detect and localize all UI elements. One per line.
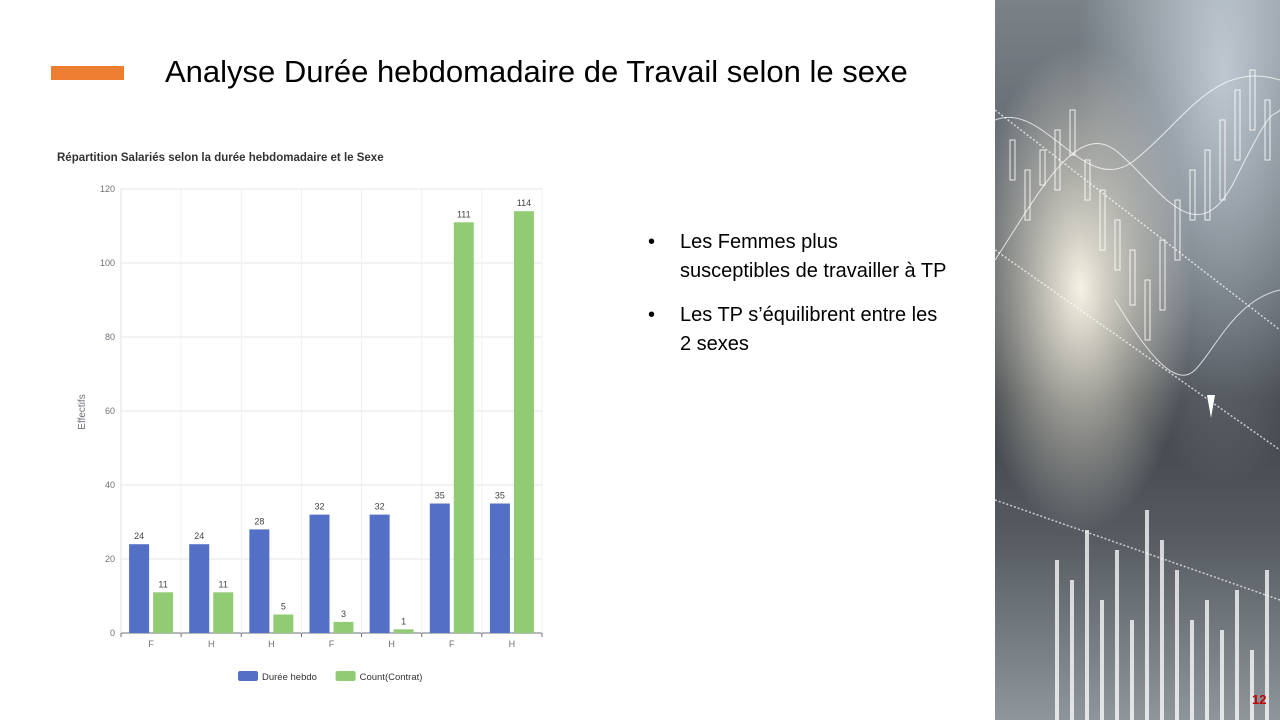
arrow-marker-icon (1207, 395, 1215, 418)
data-label: 24 (194, 531, 204, 541)
y-tick-label: 120 (100, 184, 115, 194)
legend-label: Count(Contrat) (360, 672, 423, 683)
chart-legend: Durée hebdo Count(Contrat) (238, 671, 422, 683)
y-tick-label: 100 (100, 258, 115, 268)
y-tick-label: 0 (110, 628, 115, 638)
data-label: 111 (457, 209, 471, 219)
data-label: 11 (158, 579, 167, 589)
stock-chart-photo (995, 0, 1280, 720)
bar-duree-hebdo (249, 529, 270, 633)
y-tick-label: 80 (105, 332, 115, 342)
bar-duree-hebdo (489, 503, 510, 633)
y-tick-label: 20 (105, 554, 115, 564)
bar-count-contrat (513, 211, 534, 633)
y-axis-label: Effectifs (77, 394, 88, 429)
title-accent-bar (51, 66, 124, 80)
bullet-item: • Les Femmes plus susceptibles de travai… (648, 228, 968, 286)
x-tick-label: H (268, 639, 275, 649)
bar-duree-hebdo (189, 544, 210, 633)
bar-count-contrat (153, 592, 174, 633)
data-label: 1 (401, 616, 406, 626)
bullet-text: Les Femmes plus susceptibles de travaill… (680, 231, 947, 282)
bar-duree-hebdo (309, 514, 330, 633)
chart-bars (129, 211, 534, 634)
data-label: 24 (134, 531, 144, 541)
legend-label: Durée hebdo (262, 672, 317, 683)
chart-grid (120, 188, 543, 637)
legend-swatch (238, 671, 258, 681)
x-tick-label: F (148, 639, 154, 649)
bar-duree-hebdo (129, 544, 150, 633)
slide-title: Analyse Durée hebdomadaire de Travail se… (165, 54, 908, 89)
candlestick-overlay (995, 69, 1280, 720)
data-label: 28 (254, 516, 264, 526)
bar-chart: 0 20 40 60 80 100 120 24 11 F 24 11 H 28 5 H 32 3 F 32 1 H 35 1… (77, 184, 543, 683)
x-tick-label: F (329, 639, 335, 649)
bullet-list: • Les Femmes plus susceptibles de travai… (648, 228, 968, 374)
chart-title: Répartition Salariés selon la durée hebd… (57, 152, 384, 164)
data-label: 35 (495, 491, 505, 501)
bar-count-contrat (393, 629, 414, 633)
x-tick-label: H (208, 639, 215, 649)
y-tick-label: 40 (105, 480, 115, 490)
page-number: 12 (1252, 692, 1267, 707)
bar-count-contrat (273, 614, 294, 633)
data-label: 35 (435, 491, 445, 501)
data-label: 32 (375, 502, 385, 512)
x-tick-label: H (509, 639, 516, 649)
bullet-dot: • (648, 304, 656, 326)
bar-duree-hebdo (369, 514, 390, 633)
chart-labels: 0 20 40 60 80 100 120 24 11 F 24 11 H 28 5 H 32 3 F 32 1 H 35 1… (100, 184, 531, 649)
data-label: 114 (517, 198, 531, 208)
bullet-text: Les TP s’équilibrent entre les 2 sexes (680, 304, 938, 355)
bar-count-contrat (453, 222, 474, 634)
data-label: 5 (281, 602, 286, 612)
bullet-dot: • (648, 231, 656, 253)
data-label: 11 (219, 579, 228, 589)
data-label: 3 (341, 609, 346, 619)
x-tick-label: F (449, 639, 455, 649)
bar-count-contrat (213, 592, 234, 633)
y-tick-label: 60 (105, 406, 115, 416)
bar-count-contrat (333, 621, 354, 633)
bullet-item: • Les TP s’équilibrent entre les 2 sexes (648, 301, 968, 359)
legend-swatch (335, 671, 356, 681)
bar-duree-hebdo (429, 503, 450, 633)
x-tick-label: H (388, 639, 395, 649)
data-label: 32 (314, 502, 324, 512)
